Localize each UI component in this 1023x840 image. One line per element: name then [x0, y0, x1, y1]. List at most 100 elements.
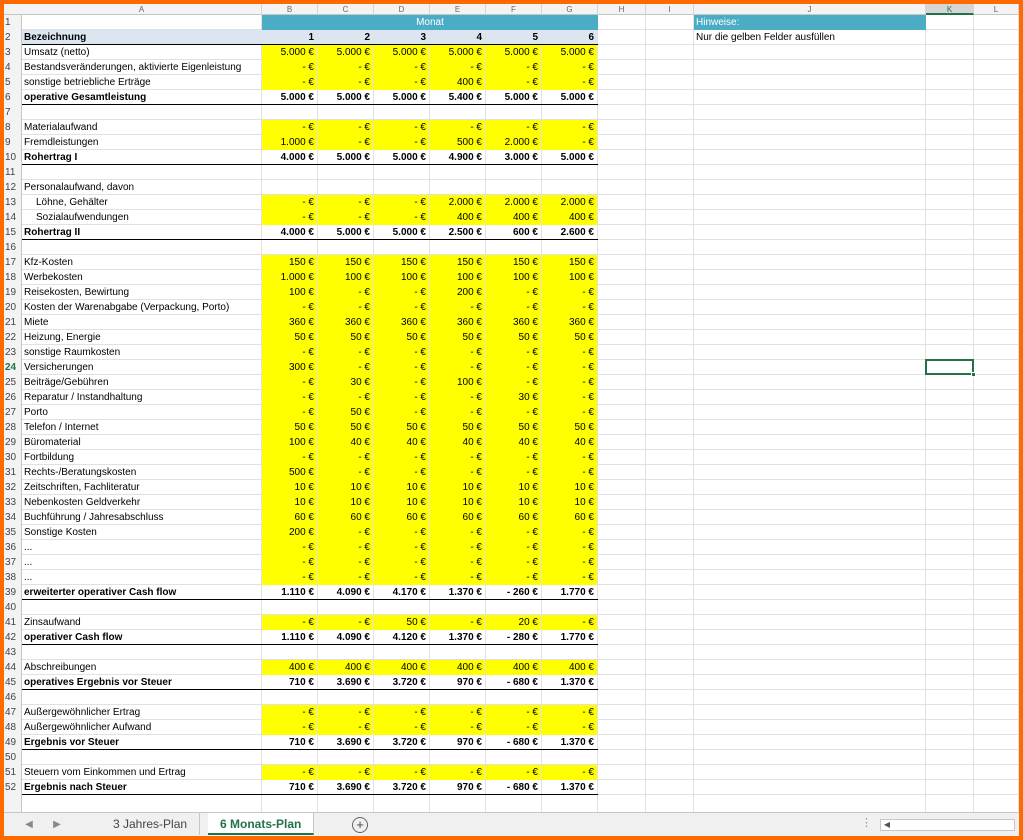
value-cell[interactable]: - €	[526, 347, 538, 358]
value-cell[interactable]: 50 €	[462, 332, 482, 343]
value-cell[interactable]: - €	[414, 392, 426, 403]
value-cell[interactable]: - €	[582, 62, 594, 73]
horizontal-scrollbar[interactable]: ◀	[880, 819, 1015, 831]
value-cell[interactable]: 400 €	[456, 212, 482, 223]
value-cell[interactable]: 100 €	[288, 437, 314, 448]
value-cell[interactable]: 100 €	[512, 272, 538, 283]
tab-6-monats-plan[interactable]: 6 Monats-Plan	[208, 813, 315, 835]
value-cell[interactable]: 200 €	[288, 527, 314, 538]
value-cell[interactable]: - €	[414, 542, 426, 553]
value-cell[interactable]: - €	[470, 407, 482, 418]
value-cell[interactable]: 400 €	[568, 662, 594, 673]
value-cell[interactable]: - €	[302, 722, 314, 733]
value-cell[interactable]: 200 €	[456, 287, 482, 298]
value-cell[interactable]: 360 €	[568, 317, 594, 328]
row-header[interactable]: 1	[5, 17, 11, 28]
value-cell[interactable]: - €	[582, 452, 594, 463]
row-header[interactable]: 51	[5, 767, 17, 778]
value-cell[interactable]: - €	[526, 407, 538, 418]
value-cell[interactable]: - €	[302, 767, 314, 778]
value-cell[interactable]: 400 €	[456, 662, 482, 673]
value-cell[interactable]: 50 €	[406, 617, 426, 628]
value-cell[interactable]: - €	[414, 572, 426, 583]
value-cell[interactable]: - €	[302, 212, 314, 223]
value-cell[interactable]: 10 €	[462, 497, 482, 508]
value-cell[interactable]: - €	[302, 377, 314, 388]
value-cell[interactable]: - €	[470, 557, 482, 568]
row-header[interactable]: 35	[5, 527, 17, 538]
value-cell[interactable]: - €	[358, 77, 370, 88]
value-cell[interactable]: 400 €	[344, 662, 370, 673]
value-cell[interactable]: 10 €	[518, 482, 538, 493]
value-cell[interactable]: - €	[582, 377, 594, 388]
value-cell[interactable]: - €	[302, 542, 314, 553]
tab-next-icon[interactable]: ▶	[53, 819, 61, 830]
value-cell[interactable]: - €	[358, 302, 370, 313]
value-cell[interactable]: 5.000 €	[392, 47, 426, 58]
value-cell[interactable]: 150 €	[344, 257, 370, 268]
value-cell[interactable]: 50 €	[574, 422, 594, 433]
value-cell[interactable]: - €	[526, 287, 538, 298]
value-cell[interactable]: - €	[302, 197, 314, 208]
value-cell[interactable]: - €	[470, 347, 482, 358]
value-cell[interactable]: 5.000 €	[336, 47, 370, 58]
row-header[interactable]: 6	[5, 92, 11, 103]
row-header[interactable]: 37	[5, 557, 17, 568]
column-header-g[interactable]: G	[542, 4, 598, 15]
fill-handle[interactable]	[971, 372, 976, 377]
value-cell[interactable]: 20 €	[518, 617, 538, 628]
value-cell[interactable]: 400 €	[512, 212, 538, 223]
value-cell[interactable]: 60 €	[462, 512, 482, 523]
row-header[interactable]: 19	[5, 287, 17, 298]
value-cell[interactable]: - €	[414, 527, 426, 538]
value-cell[interactable]: 10 €	[350, 497, 370, 508]
value-cell[interactable]: 10 €	[294, 497, 314, 508]
value-cell[interactable]: - €	[302, 62, 314, 73]
column-header-j[interactable]: J	[694, 4, 926, 15]
column-header-h[interactable]: H	[598, 4, 646, 15]
row-header[interactable]: 20	[5, 302, 17, 313]
value-cell[interactable]: - €	[302, 452, 314, 463]
value-cell[interactable]: 1.000 €	[280, 137, 314, 148]
value-cell[interactable]: - €	[470, 122, 482, 133]
value-cell[interactable]: 10 €	[406, 497, 426, 508]
value-cell[interactable]: 360 €	[456, 317, 482, 328]
value-cell[interactable]: - €	[358, 62, 370, 73]
value-cell[interactable]: - €	[414, 62, 426, 73]
value-cell[interactable]: 500 €	[288, 467, 314, 478]
value-cell[interactable]: 360 €	[512, 317, 538, 328]
row-header[interactable]: 31	[5, 467, 17, 478]
column-header-k[interactable]: K	[926, 4, 974, 15]
value-cell[interactable]: - €	[582, 287, 594, 298]
value-cell[interactable]: 50 €	[462, 422, 482, 433]
value-cell[interactable]: - €	[582, 722, 594, 733]
value-cell[interactable]: - €	[414, 362, 426, 373]
row-header[interactable]: 38	[5, 572, 17, 583]
row-header[interactable]: 3	[5, 47, 11, 58]
row-header[interactable]: 27	[5, 407, 17, 418]
value-cell[interactable]: - €	[470, 527, 482, 538]
value-cell[interactable]: - €	[414, 557, 426, 568]
row-header[interactable]: 14	[5, 212, 17, 223]
value-cell[interactable]: - €	[470, 722, 482, 733]
value-cell[interactable]: - €	[582, 137, 594, 148]
column-header-c[interactable]: C	[318, 4, 374, 15]
value-cell[interactable]: - €	[302, 572, 314, 583]
value-cell[interactable]: 2.000 €	[560, 197, 594, 208]
value-cell[interactable]: 10 €	[350, 482, 370, 493]
value-cell[interactable]: - €	[582, 392, 594, 403]
value-cell[interactable]: 50 €	[406, 422, 426, 433]
row-header[interactable]: 50	[5, 752, 17, 763]
column-header-i[interactable]: I	[646, 4, 694, 15]
value-cell[interactable]: - €	[470, 707, 482, 718]
value-cell[interactable]: - €	[414, 197, 426, 208]
value-cell[interactable]: - €	[526, 302, 538, 313]
value-cell[interactable]: - €	[414, 377, 426, 388]
value-cell[interactable]: - €	[358, 452, 370, 463]
value-cell[interactable]: 60 €	[406, 512, 426, 523]
value-cell[interactable]: - €	[582, 77, 594, 88]
row-header[interactable]: 22	[5, 332, 17, 343]
value-cell[interactable]: - €	[358, 557, 370, 568]
value-cell[interactable]: 30 €	[518, 392, 538, 403]
value-cell[interactable]: 400 €	[288, 662, 314, 673]
